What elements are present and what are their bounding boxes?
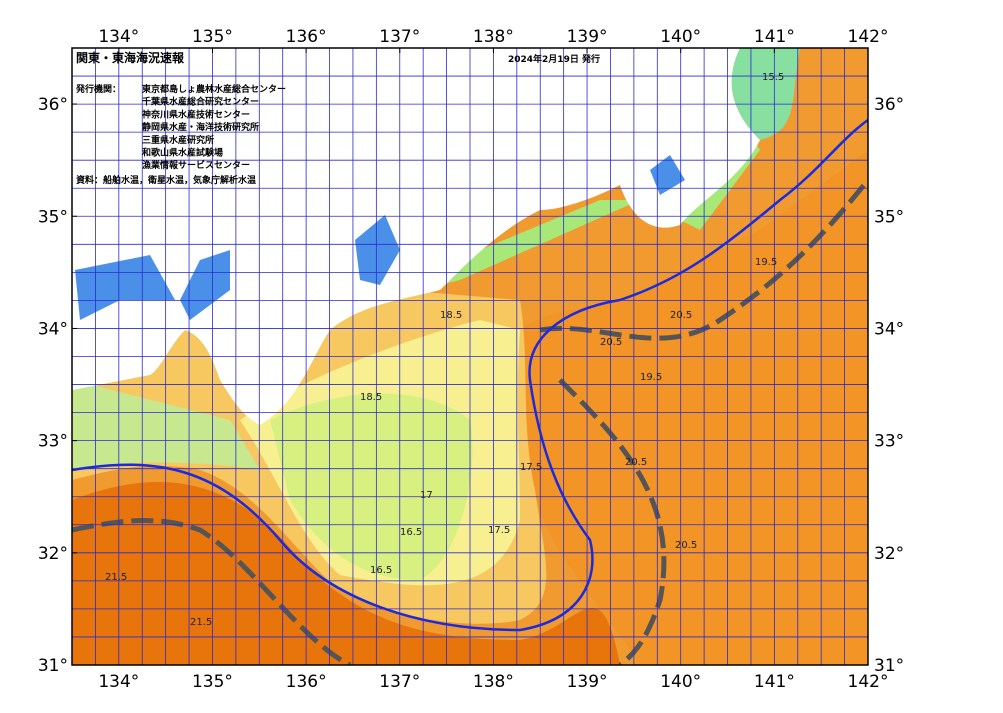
map-area: 20.5 20.5 20.5 20.5 19.5 19.5 18.5 18.5 17.5 17.5… (72, 48, 868, 665)
lon-label: 137° (379, 672, 420, 692)
lon-label: 141° (754, 27, 795, 47)
isotherm-label: 20.5 (670, 310, 692, 321)
issuer-label: 発行機関： (75, 83, 121, 95)
lon-label: 141° (754, 672, 795, 692)
lat-label: 33° (38, 432, 68, 452)
lat-label: 34° (874, 319, 904, 339)
title: 関東・東海海況速報 (76, 50, 185, 65)
lon-label: 136° (286, 672, 327, 692)
lon-label: 139° (567, 672, 608, 692)
issuer: 東京都島しょ農林水産総合センター (142, 83, 286, 95)
isotherm-label: 16.5 (370, 565, 392, 576)
isotherm-label: 21.5 (190, 617, 212, 628)
lon-label: 135° (192, 27, 233, 47)
lon-label: 135° (192, 672, 233, 692)
lon-label: 142° (848, 672, 889, 692)
lon-label: 140° (660, 672, 701, 692)
isotherm-label: 19.5 (755, 257, 777, 268)
tokyo-bay-waters (731, 48, 800, 140)
lat-label: 32° (38, 544, 68, 564)
lon-label: 140° (660, 27, 701, 47)
lon-label: 138° (473, 27, 514, 47)
kuroshio-zone (520, 150, 868, 665)
isotherm-label: 20.5 (625, 457, 647, 468)
lon-label: 139° (567, 27, 608, 47)
isotherm-label: 20.5 (600, 337, 622, 348)
inner-bay (75, 155, 685, 320)
isotherm-label: 16.5 (400, 527, 422, 538)
lon-label: 134° (98, 27, 139, 47)
green-zone (270, 393, 473, 580)
front-line (72, 518, 352, 665)
warm-zone (72, 482, 620, 665)
lon-label: 138° (473, 672, 514, 692)
lat-label: 35° (874, 207, 904, 227)
lat-label: 31° (874, 656, 904, 676)
isotherm-label: 17.5 (520, 462, 542, 473)
lon-label: 137° (379, 27, 420, 47)
map-frame (71, 47, 869, 666)
isotherm-label: 17 (420, 490, 433, 501)
land (72, 48, 760, 425)
data-source: 資料：船舶水温，衛星水温，気象庁解析水温 (76, 174, 256, 186)
lon-label: 142° (848, 27, 889, 47)
isotherm-label: 15.5 (762, 72, 784, 83)
lon-label: 136° (286, 27, 327, 47)
isotherm-label: 18.5 (440, 310, 462, 321)
lat-label: 32° (874, 544, 904, 564)
issuer: 和歌山県水産試験場 (141, 147, 223, 159)
issuer: 三重県水産研究所 (142, 134, 214, 146)
issuer: 漁業情報サービスセンター (142, 159, 250, 171)
lat-label: 36° (874, 95, 904, 115)
lon-label: 134° (98, 672, 139, 692)
lat-label: 35° (38, 207, 68, 227)
lat-label: 31° (38, 656, 68, 676)
front-line (539, 178, 868, 341)
isotherm (72, 118, 868, 632)
isotherm-label: 17.5 (488, 525, 510, 536)
lat-label: 33° (874, 432, 904, 452)
issue-date: 2024年2月19日 発行 (508, 53, 600, 65)
isotherm-label: 21.5 (105, 572, 127, 583)
isotherm-label: 18.5 (360, 392, 382, 403)
issuer: 千葉県水産総合研究センター (142, 96, 259, 108)
issuer: 神奈川県水産技術センター (142, 108, 250, 120)
issuer: 静岡県水産・海洋技術研究所 (142, 121, 259, 133)
lat-label: 34° (38, 319, 68, 339)
lat-label: 36° (38, 95, 68, 115)
isotherm-label: 19.5 (640, 372, 662, 383)
isotherm-label: 20.5 (675, 540, 697, 551)
